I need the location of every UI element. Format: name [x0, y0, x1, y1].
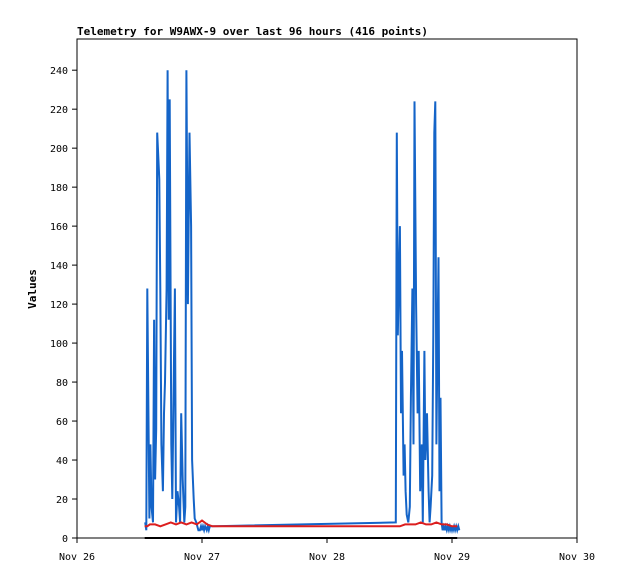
series-line-2	[144, 519, 458, 528]
y-axis: 0 20 40 60 80 100 120 140 160 180 200 220 240	[50, 66, 77, 545]
y-tick-label: 140	[50, 261, 68, 272]
y-tick-label: 80	[56, 378, 68, 389]
x-axis: Nov 26 Nov 27 Nov 28 Nov 29 Nov 30	[59, 538, 595, 563]
y-tick-label: 160	[50, 222, 68, 233]
x-tick-label: Nov 28	[309, 552, 345, 563]
y-tick-label: 60	[56, 417, 68, 428]
y-tick-label: 200	[50, 144, 68, 155]
y-tick-label: 100	[50, 339, 68, 350]
x-tick-label: Nov 27	[184, 552, 220, 563]
x-tick-label: Nov 30	[559, 552, 595, 563]
plot-frame	[76, 38, 578, 539]
y-tick-label: 240	[50, 66, 68, 77]
y-axis-label: Values	[26, 269, 39, 309]
chart-title: Telemetry for W9AWX-9 over last 96 hours…	[77, 25, 428, 38]
y-tick-label: 40	[56, 456, 68, 467]
y-tick-label: 0	[62, 534, 68, 545]
series-line-1	[144, 70, 461, 535]
y-tick-label: 120	[50, 300, 68, 311]
x-tick-label: Nov 26	[59, 552, 95, 563]
x-tick-label: Nov 29	[434, 552, 470, 563]
y-tick-label: 220	[50, 105, 68, 116]
y-tick-label: 180	[50, 183, 68, 194]
series-layer	[144, 70, 461, 539]
y-tick-label: 20	[56, 495, 68, 506]
